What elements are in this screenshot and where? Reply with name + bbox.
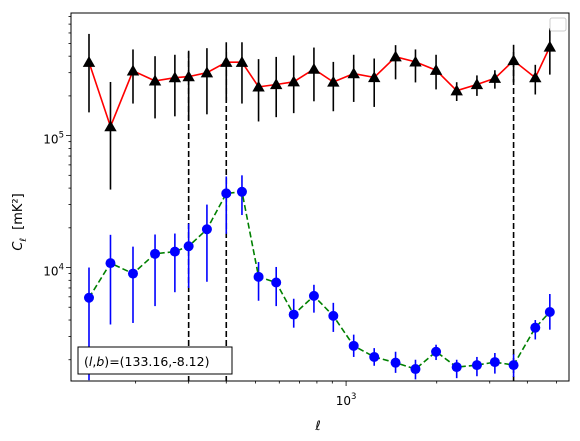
data-point — [253, 271, 264, 282]
data-point — [368, 71, 381, 83]
data-point — [507, 54, 520, 66]
series-1 — [83, 175, 555, 381]
data-point — [471, 360, 482, 371]
data-point — [270, 78, 283, 90]
data-point — [470, 78, 484, 90]
x-tick-label: 103 — [336, 392, 357, 408]
data-point — [169, 246, 180, 257]
data-point — [410, 364, 421, 375]
data-point — [127, 268, 138, 279]
y-tick-exponent: 4 — [59, 263, 64, 273]
data-point — [105, 258, 116, 269]
data-point — [82, 56, 96, 67]
y-tick-base: 10 — [43, 265, 58, 279]
data-point — [409, 55, 422, 67]
y-axis-label-subscript: ℓ — [19, 238, 29, 243]
data-point — [429, 64, 443, 75]
data-point — [126, 64, 140, 76]
annotation-value: =(133.16,-8.12) — [109, 354, 209, 369]
svg-text:Cℓ[mK²]: Cℓ [mK²] — [11, 193, 29, 250]
data-point — [488, 72, 502, 83]
y-tick-label: 104 — [43, 263, 64, 279]
data-point — [369, 351, 380, 362]
data-point — [182, 70, 195, 82]
plot-area-frame — [70, 12, 570, 382]
data-point — [83, 292, 94, 303]
annotation-close-paren: ) — [104, 354, 109, 369]
data-point — [200, 66, 214, 78]
data-point — [201, 224, 212, 235]
annotation-l: l — [89, 354, 93, 369]
data-point — [390, 357, 401, 368]
data-point — [530, 322, 541, 333]
y-axis-label: Cℓ [mK²] — [11, 193, 29, 250]
y-axis-label-unit: [mK²] — [11, 193, 26, 230]
annotation-text: (l,b)=(133.16,-8.12) — [84, 354, 209, 369]
data-point — [489, 357, 500, 368]
data-point — [271, 277, 282, 288]
data-point — [328, 310, 339, 321]
y-tick-label: 105 — [43, 131, 64, 147]
data-point — [104, 120, 117, 132]
data-point — [348, 340, 359, 351]
x-tick-base: 10 — [336, 394, 351, 408]
data-point — [307, 62, 321, 74]
data-point — [347, 67, 360, 79]
annotation-comma: , — [92, 354, 96, 369]
data-point — [236, 186, 247, 197]
data-point — [389, 50, 402, 62]
annotation-box — [77, 346, 233, 375]
legend-box — [549, 17, 567, 32]
data-point — [220, 56, 233, 67]
data-point — [287, 75, 300, 87]
y-axis-label-main: C — [11, 241, 26, 251]
data-point — [327, 75, 340, 87]
data-point — [544, 307, 555, 318]
series-layer — [82, 28, 557, 381]
data-point — [183, 241, 194, 252]
data-point — [168, 71, 182, 83]
data-point — [221, 188, 232, 199]
annotation-open-paren: ( — [84, 354, 89, 369]
data-point — [150, 248, 161, 259]
data-point — [450, 84, 463, 96]
data-point — [308, 290, 319, 301]
annotation-b: b — [96, 354, 104, 369]
data-point — [252, 80, 265, 92]
series-0 — [82, 28, 557, 190]
y-tick-base: 10 — [43, 133, 58, 147]
data-point — [148, 74, 162, 86]
y-tick-exponent: 5 — [59, 131, 64, 141]
data-point — [451, 362, 462, 373]
data-point — [543, 40, 557, 52]
data-point — [288, 309, 299, 320]
data-point — [508, 360, 519, 371]
data-point — [529, 71, 542, 83]
x-axis-label: ℓ — [314, 419, 320, 434]
data-point — [431, 346, 442, 357]
data-point — [235, 56, 249, 67]
x-tick-exponent: 3 — [351, 392, 356, 402]
